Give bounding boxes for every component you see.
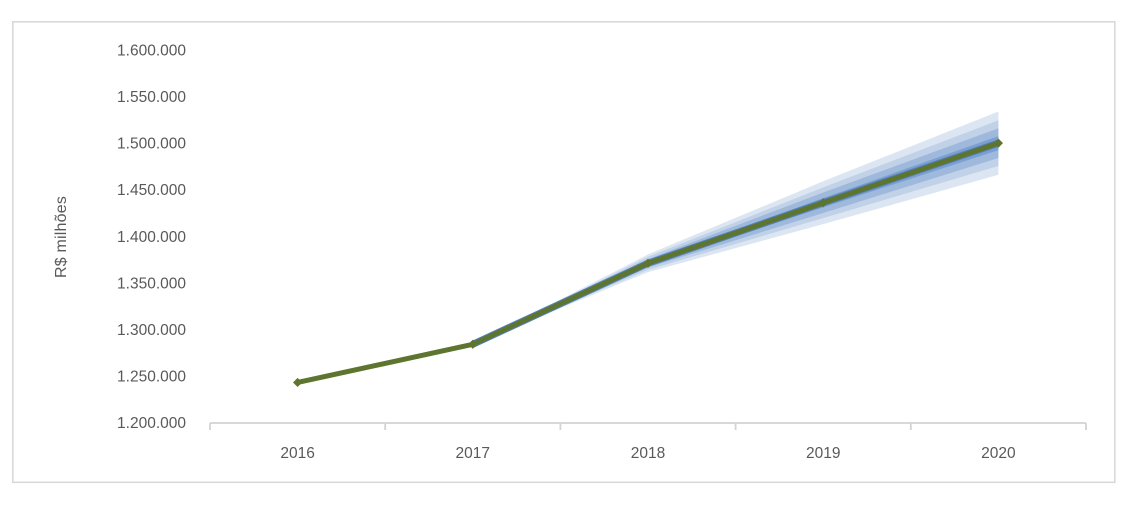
- y-tick-label: 1.200.000: [117, 415, 186, 432]
- y-tick-label: 1.400.000: [117, 229, 186, 246]
- y-tick-label: 1.350.000: [117, 275, 186, 292]
- x-tick-label: 2020: [981, 445, 1016, 462]
- y-tick-label: 1.550.000: [117, 89, 186, 106]
- x-tick-label: 2017: [456, 445, 490, 462]
- series-marker-diamond: [818, 198, 828, 208]
- y-tick-label: 1.450.000: [117, 182, 186, 199]
- x-tick-label: 2016: [280, 445, 314, 462]
- y-tick-label: 1.250.000: [117, 368, 186, 385]
- y-tick-label: 1.500.000: [117, 136, 186, 153]
- x-tick-label: 2018: [631, 445, 665, 462]
- y-tick-label: 1.600.000: [117, 43, 186, 60]
- series-marker-diamond: [993, 138, 1003, 148]
- series-marker-diamond: [293, 377, 303, 388]
- chart-frame: [12, 20, 1116, 484]
- series-marker-diamond: [643, 258, 653, 268]
- x-tick-label: 2019: [806, 445, 840, 462]
- y-axis-title: R$ milhões: [53, 195, 70, 279]
- series-marker-diamond: [468, 339, 478, 349]
- y-tick-label: 1.300.000: [117, 322, 186, 339]
